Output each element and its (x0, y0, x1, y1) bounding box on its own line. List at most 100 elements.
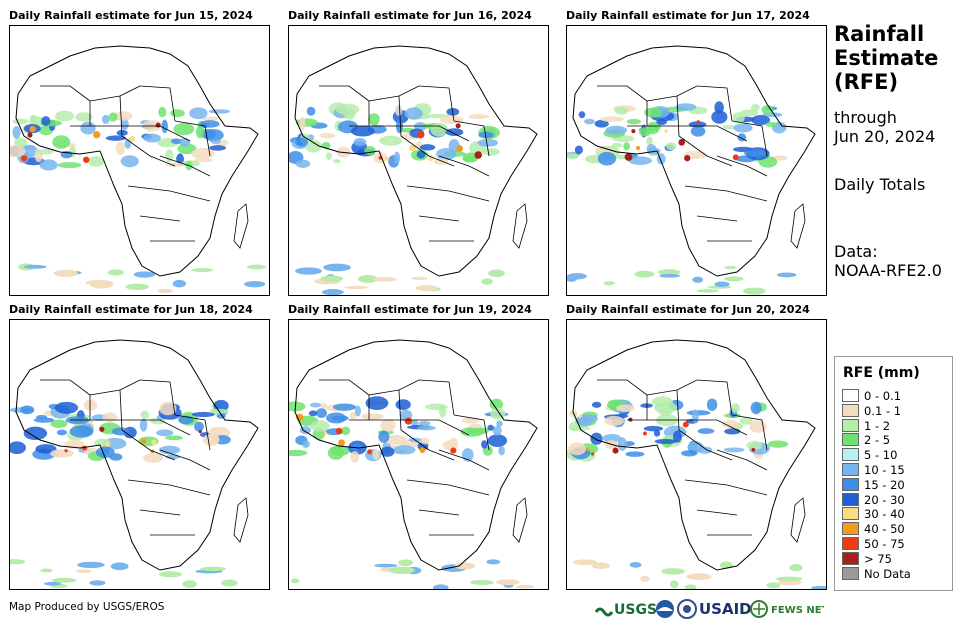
rainfall-patch (111, 427, 130, 436)
fewsnet-logo-text: FEWS NET (771, 605, 824, 616)
country-border (89, 85, 141, 102)
rainfall-patch (572, 559, 598, 566)
heavy-rain-patch (385, 157, 390, 161)
legend-label: > 75 (864, 551, 892, 566)
rainfall-patch (733, 123, 753, 133)
rainfall-patch (159, 401, 177, 416)
rainfall-patch (751, 114, 771, 126)
heavy-rain-patch (456, 145, 464, 152)
country-border (70, 419, 191, 436)
country-border (400, 429, 455, 461)
heavy-rain-patch (586, 448, 590, 452)
rainfall-patch (625, 451, 645, 457)
country-border (89, 379, 141, 396)
rainfall-patch (477, 138, 499, 147)
rainfall-patch (416, 285, 438, 292)
rainfall-patch (209, 145, 227, 151)
country-border (349, 419, 470, 436)
heavy-rain-patch (631, 129, 636, 134)
rainfall-patch (295, 137, 309, 147)
rainfall-patch (445, 128, 464, 137)
rainfall-map-jun20 (566, 319, 827, 590)
rainfall-patch (379, 135, 403, 146)
country-border (678, 429, 733, 461)
rainfall-patch (165, 149, 174, 163)
rainfall-patch (438, 405, 447, 418)
rainfall-patch (158, 106, 167, 118)
rainfall-patch (120, 118, 129, 130)
rainfall-patch (640, 575, 650, 582)
rainfall-patch (714, 101, 724, 114)
rainfall-patch (90, 280, 114, 289)
heavy-rain-patch (27, 132, 33, 138)
country-border (731, 120, 768, 157)
rainfall-patch (52, 135, 71, 149)
rainfall-patch (416, 150, 426, 159)
rainfall-patch (498, 445, 505, 456)
country-border (121, 135, 176, 167)
rainfall-patch (684, 584, 697, 589)
continent-outline (572, 339, 816, 571)
rainfall-patch (350, 443, 362, 451)
rainfall-patch (398, 559, 414, 567)
rainfall-patch (120, 155, 139, 168)
rainfall-patch (567, 153, 579, 160)
country-border (127, 479, 211, 496)
rainfall-patch (711, 110, 728, 124)
map-canvas (10, 45, 266, 294)
panel-title-jun15: Daily Rainfall estimate for Jun 15, 2024 (9, 9, 253, 22)
rainfall-patch (775, 576, 803, 582)
rainfall-patch (418, 420, 431, 427)
rainfall-patch (289, 401, 306, 412)
legend-swatch (842, 522, 859, 536)
logo-strip: USGS USAID FEWS NET (594, 599, 829, 619)
country-border (696, 509, 738, 516)
heavy-rain-patch (155, 122, 161, 128)
rainfall-patch (194, 158, 213, 163)
rainfall-patch (578, 111, 586, 119)
rainfall-patch (659, 273, 681, 278)
rainfall-patch (12, 118, 29, 125)
rainfall-patch (107, 269, 125, 276)
rainfall-patch (54, 110, 75, 122)
rainfall-patch (577, 414, 598, 424)
rainfall-patch (246, 264, 266, 270)
rainfall-patch (210, 139, 221, 144)
rainfall-patch (732, 112, 745, 124)
rainfall-patch (54, 269, 78, 278)
rainfall-patch (341, 426, 351, 436)
rainfall-patch (325, 152, 333, 161)
country-border (418, 85, 455, 122)
country-border (406, 479, 490, 496)
heavy-rain-patch (104, 441, 111, 447)
legend-item: 0 - 0.1 (842, 389, 901, 403)
heavy-rain-patch (590, 452, 595, 456)
heavy-rain-patch (474, 151, 482, 159)
legend-item: > 75 (842, 551, 892, 566)
country-border (716, 449, 768, 471)
heavy-rain-patch (20, 155, 28, 162)
rainfall-patch (299, 116, 306, 131)
rainfall-patch (789, 564, 803, 572)
country-border (368, 85, 420, 102)
rainfall-patch (482, 148, 500, 156)
noaa-logo (656, 600, 674, 618)
rainfall-patch (597, 151, 617, 166)
heavy-rain-patch (419, 447, 426, 454)
rainfall-patch (89, 580, 106, 586)
rainfall-patch (634, 270, 655, 278)
rainfall-patch (388, 566, 415, 574)
rainfall-patch (101, 114, 110, 125)
rainfall-patch (164, 435, 183, 441)
rainfall-patch (697, 428, 715, 434)
rainfall-patch (289, 449, 308, 457)
data-label: Data: (834, 242, 878, 261)
rainfall-patch (603, 281, 615, 286)
rainfall-patch (742, 287, 766, 295)
rainfall-patch (368, 113, 380, 126)
heavy-rain-patch (612, 447, 619, 454)
panel-title-jun16: Daily Rainfall estimate for Jun 16, 2024 (288, 9, 532, 22)
rainfall-patch (468, 114, 489, 120)
legend-label: 30 - 40 (864, 507, 905, 522)
panel-title-jun17: Daily Rainfall estimate for Jun 17, 2024 (566, 9, 810, 22)
